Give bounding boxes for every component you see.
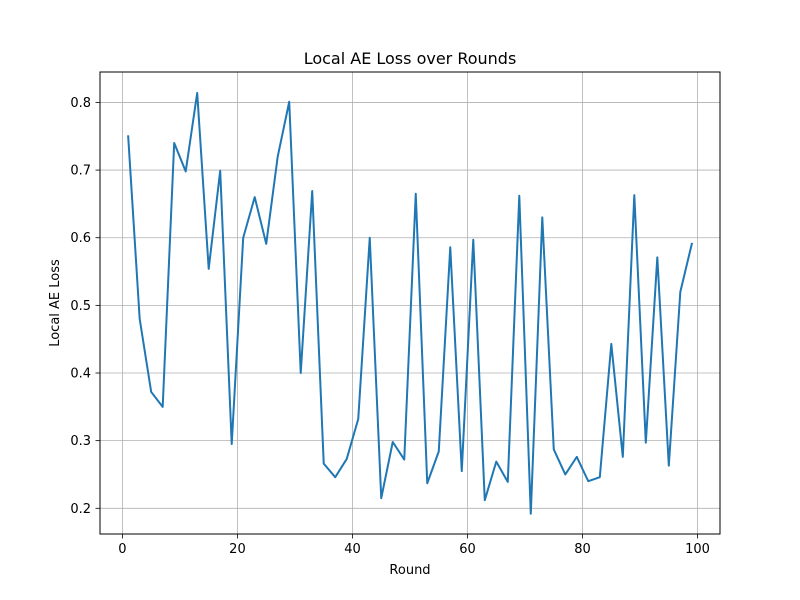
series-layer xyxy=(127,91,694,515)
axis-ticks: 0 20 40 60 80 100 0.2 0.3 0.4 0.5 0.6 0.7 0.8 xyxy=(70,96,710,557)
y-tick-label: 0.7 xyxy=(70,164,91,179)
y-tick-label: 0.6 xyxy=(70,231,91,246)
y-tick-label: 0.2 xyxy=(70,502,91,517)
y-axis-label: Local AE Loss xyxy=(48,259,63,347)
y-tick-label: 0.8 xyxy=(70,96,91,111)
x-tick-label: 100 xyxy=(685,542,710,557)
x-tick-label: 40 xyxy=(344,542,361,557)
series-line xyxy=(127,91,694,515)
plot-area-frame xyxy=(99,71,721,535)
x-tick-label: 60 xyxy=(459,542,476,557)
x-axis-label: Round xyxy=(389,563,430,578)
x-tick-label: 80 xyxy=(574,542,591,557)
chart-title: Local AE Loss over Rounds xyxy=(304,49,517,68)
y-tick-label: 0.5 xyxy=(70,299,91,314)
x-tick-label: 20 xyxy=(229,542,246,557)
y-tick-label: 0.3 xyxy=(70,434,91,449)
y-tick-label: 0.4 xyxy=(70,367,91,382)
x-tick-label: 0 xyxy=(118,542,126,557)
